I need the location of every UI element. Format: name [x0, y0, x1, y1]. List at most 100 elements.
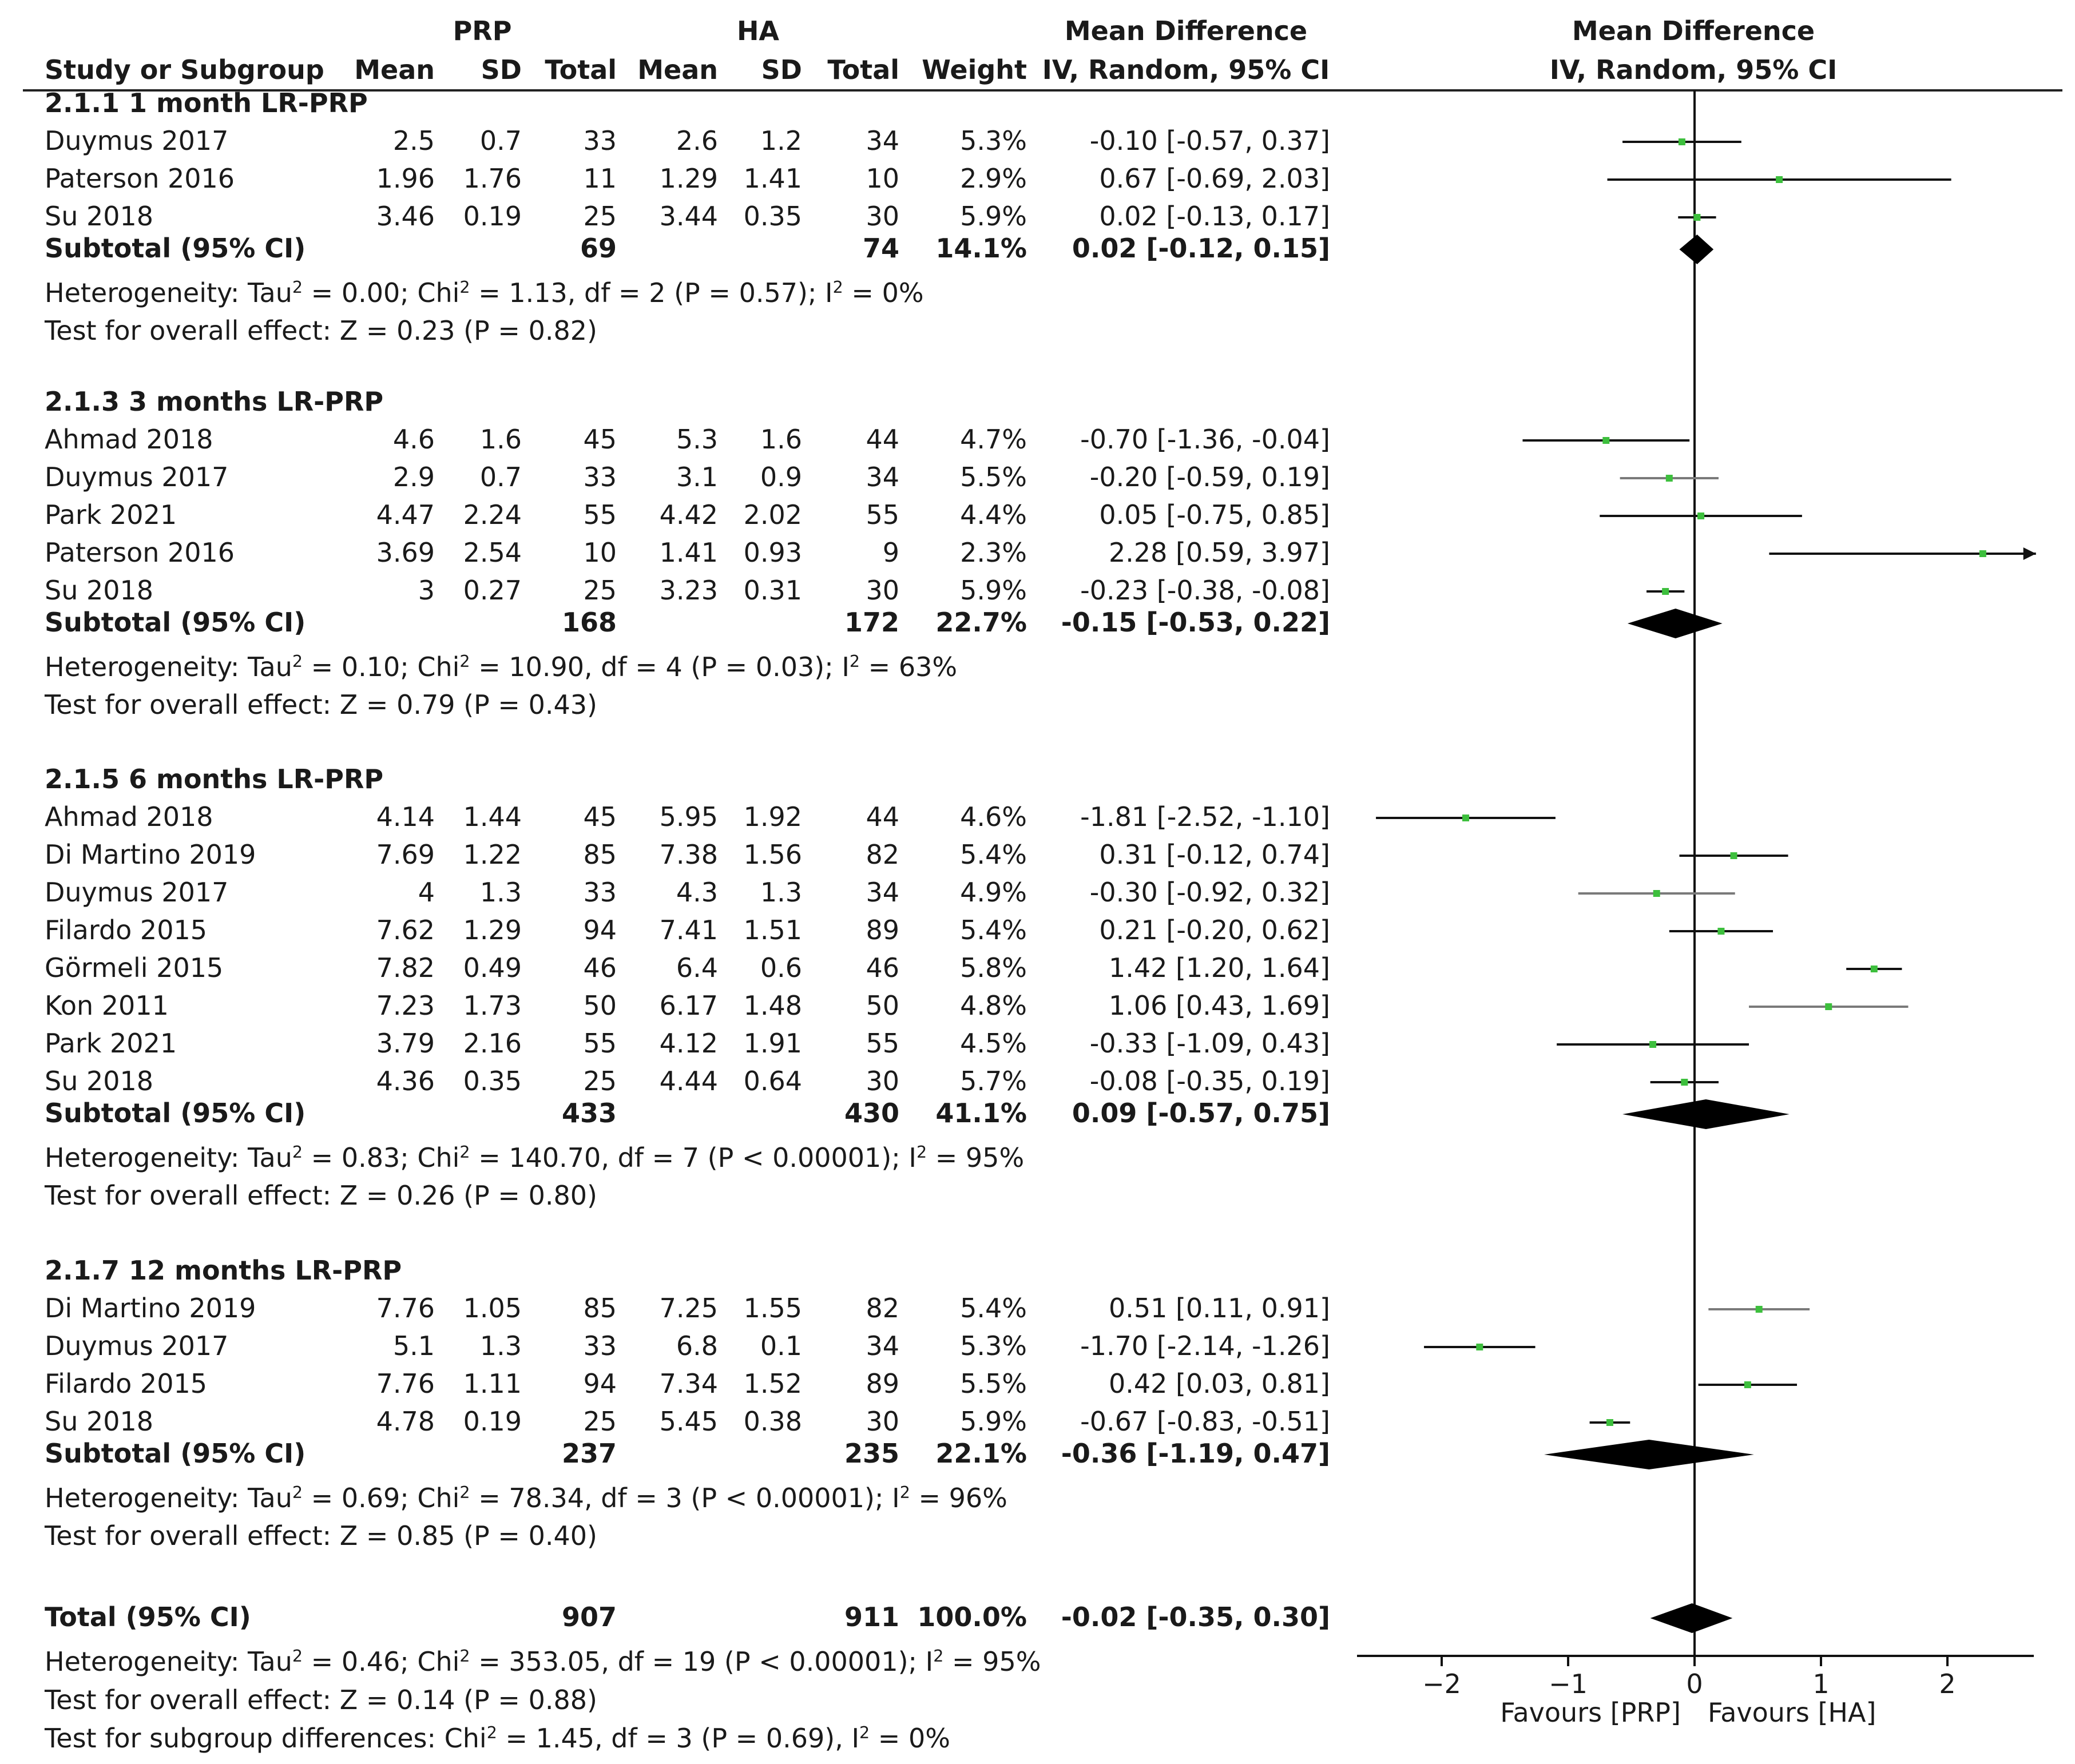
heterogeneity-line: Heterogeneity: Tau2 = 0.69; Chi2 = 78.34… [45, 1483, 1007, 1513]
weight-value: 4.9% [960, 877, 1027, 908]
total-heterogeneity-line: Heterogeneity: Tau2 = 0.46; Chi2 = 353.0… [45, 1646, 1041, 1677]
ha-total-value: 34 [866, 877, 899, 908]
het-i2-text: = 95% [943, 1646, 1041, 1677]
prp-sd-value: 1.05 [463, 1293, 522, 1324]
study-name: Di Martino 2019 [45, 1293, 256, 1324]
study-name: Su 2018 [45, 575, 153, 606]
x-tick-label: 1 [1812, 1668, 1829, 1699]
ha-mean-value: 5.3 [676, 424, 718, 455]
ha-total-value: 30 [866, 575, 899, 606]
i-superscript: 2 [933, 1647, 943, 1666]
subtotal-label: Subtotal (95% CI) [45, 607, 306, 638]
ha-sd-value: 1.51 [744, 915, 802, 945]
ha-total-value: 50 [866, 990, 899, 1021]
point-estimate [1681, 1079, 1688, 1086]
weight-value: 5.5% [960, 1368, 1027, 1399]
ha-mean-value: 1.41 [660, 537, 718, 568]
study-name: Su 2018 [45, 1406, 153, 1437]
prp-total-value: 46 [583, 952, 617, 983]
subgroup-differences-line: Test for subgroup differences: Chi2 = 1.… [44, 1723, 950, 1754]
subtotal-prp-total: 433 [562, 1098, 617, 1129]
md-column-subtitle: IV, Random, 95% CI [1042, 54, 1330, 85]
prp-mean-value: 3.79 [376, 1028, 435, 1059]
subtotal-ci: 0.02 [-0.12, 0.15] [1072, 233, 1330, 264]
ha-total-value: 46 [866, 952, 899, 983]
prp-mean-value: 4 [418, 877, 435, 908]
ha-mean-value: 5.45 [660, 1406, 718, 1437]
prp-total-value: 85 [583, 839, 617, 870]
prp-sd-value: 0.27 [463, 575, 522, 606]
study-name: Görmeli 2015 [45, 952, 223, 983]
ci-value: 0.02 [-0.13, 0.17] [1099, 201, 1330, 232]
ci-value: -0.23 [-0.38, -0.08] [1080, 575, 1330, 606]
ci-value: 0.67 [-0.69, 2.03] [1099, 163, 1330, 194]
subtotal-label: Subtotal (95% CI) [45, 1438, 306, 1469]
subtotal-diamond [1679, 235, 1714, 264]
ha-total-value: 34 [866, 462, 899, 492]
prp-sd-value: 2.54 [463, 537, 522, 568]
subtotal-weight: 22.1% [935, 1438, 1027, 1469]
prp-sd-value: 2.16 [463, 1028, 522, 1059]
ha-mean-value: 4.42 [660, 499, 718, 530]
ha-mean-value: 3.23 [660, 575, 718, 606]
prp-mean-value: 7.82 [376, 952, 435, 983]
ha-mean-value: 3.1 [676, 462, 718, 492]
md-column-title: Mean Difference [1065, 15, 1307, 46]
point-estimate [1602, 437, 1610, 444]
ha-group-header: HA [737, 15, 779, 46]
point-estimate [1825, 1003, 1832, 1010]
x-tick-label: 2 [1939, 1668, 1955, 1699]
subtotal-ci: -0.15 [-0.53, 0.22] [1061, 607, 1330, 638]
x-tick-label: −1 [1549, 1668, 1588, 1699]
point-estimate [1870, 966, 1878, 972]
prp-total-value: 85 [583, 1293, 617, 1324]
weight-value: 2.3% [960, 537, 1027, 568]
prp-sd-value: 0.19 [463, 1406, 522, 1437]
ha-total-value: 55 [866, 1028, 899, 1059]
ha-sd-value: 0.35 [744, 201, 802, 232]
prp-mean-value: 5.1 [393, 1330, 435, 1361]
weight-value: 5.7% [960, 1066, 1027, 1096]
prp-sd-value: 0.7 [480, 125, 522, 156]
weight-value: 4.5% [960, 1028, 1027, 1059]
prp-sd-value: 0.49 [463, 952, 522, 983]
ha-total-value: 44 [866, 424, 899, 455]
prp-group-header: PRP [453, 15, 512, 46]
subtotal-prp-total: 168 [562, 607, 617, 638]
prp-mean-header: Mean [354, 54, 435, 85]
total-diamond [1650, 1603, 1733, 1633]
weight-value: 5.9% [960, 1406, 1027, 1437]
prp-total-value: 94 [583, 1368, 617, 1399]
prp-mean-value: 7.23 [376, 990, 435, 1021]
overall-effect-line: Test for overall effect: Z = 0.26 (P = 0… [44, 1180, 597, 1211]
prp-mean-value: 1.96 [376, 163, 435, 194]
ha-sd-value: 1.91 [744, 1028, 802, 1059]
subtotal-prp-total: 69 [580, 233, 617, 264]
het-tau-text: = 0.69; Chi [303, 1483, 459, 1513]
ha-total-value: 30 [866, 201, 899, 232]
ha-mean-value: 6.17 [660, 990, 718, 1021]
prp-mean-value: 7.76 [376, 1293, 435, 1324]
prp-total-value: 25 [583, 201, 617, 232]
total-weight: 100.0% [917, 1602, 1027, 1632]
het-tau-text: = 0.83; Chi [303, 1142, 459, 1173]
ha-sd-value: 1.48 [744, 990, 802, 1021]
het-i2-text: = 96% [910, 1483, 1007, 1513]
heterogeneity-line: Heterogeneity: Tau2 = 0.10; Chi2 = 10.90… [45, 651, 957, 682]
ci-value: 2.28 [0.59, 3.97] [1109, 537, 1330, 568]
heterogeneity-line: Heterogeneity: Tau2 = 0.00; Chi2 = 1.13,… [45, 277, 924, 308]
study-name: Di Martino 2019 [45, 839, 256, 870]
ha-sd-value: 0.64 [744, 1066, 802, 1096]
point-estimate [1606, 1419, 1613, 1426]
x-tick-label: 0 [1686, 1668, 1703, 1699]
ha-total-value: 55 [866, 499, 899, 530]
study-name: Ahmad 2018 [45, 424, 213, 455]
ha-sd-value: 0.93 [744, 537, 802, 568]
prp-mean-value: 2.5 [393, 125, 435, 156]
i-superscript: 2 [859, 1723, 870, 1742]
weight-value: 5.3% [960, 1330, 1027, 1361]
tau-superscript: 2 [292, 1143, 303, 1162]
subtotal-diamond [1627, 609, 1723, 638]
ha-sd-value: 1.56 [744, 839, 802, 870]
study-name: Park 2021 [45, 499, 177, 530]
